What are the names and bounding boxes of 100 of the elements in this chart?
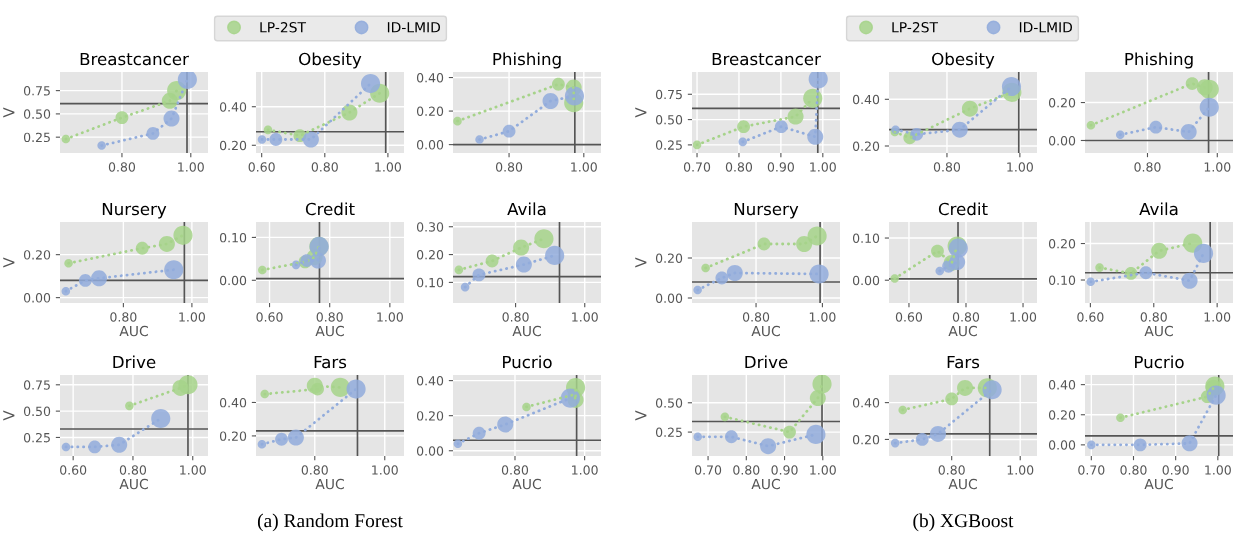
x-tick-label: 0.90 [1162,465,1189,475]
legend-label: ID-LMID [1019,22,1073,33]
y-tick-label: 0.10 [416,277,444,288]
y-axis-title: V [3,410,15,421]
y-axis-title: V [635,107,647,118]
y-tick-label: 0.20 [219,431,247,441]
chart-title: Avila [507,202,546,216]
chart-title: Pucrio [1135,355,1184,369]
y-tick-label: 0.10 [1048,275,1076,285]
y-tick-label: 0.50 [23,109,51,119]
x-tick-label: 1.00 [180,465,206,475]
y-tick-label: 0.00 [416,446,444,456]
x-tick-label: 1.00 [1007,162,1033,172]
y-tick-label: 0.00 [655,293,683,303]
y-tick-label: 0.10 [852,233,880,243]
y-axis-title: V [635,410,647,421]
legend-label: LP-2ST [892,22,939,33]
x-tick-label: 1.00 [179,312,205,322]
x-tick-label: 1.00 [809,312,836,322]
x-tick-label: 0.80 [1120,465,1147,475]
y-tick-label: 0.20 [219,140,247,151]
y-tick-label: 0.20 [416,106,444,116]
x-tick-label: 1.00 [572,465,598,475]
y-tick-label: 0.20 [852,141,880,151]
x-tick-label: 0.80 [742,312,770,322]
x-tick-label: 0.90 [771,465,798,475]
x-tick-label: 1.00 [178,162,204,172]
y-tick-label: 0.20 [655,253,683,263]
y-axis-title: V [3,257,15,268]
x-axis-title: AUC [751,325,780,337]
y-tick-label: 0.40 [219,397,247,408]
legend-label: ID-LMID [387,22,441,33]
y-tick-label: 0.75 [23,380,50,390]
x-tick-label: 0.60 [895,312,923,322]
y-tick-label: 0.00 [1048,135,1076,146]
x-tick-label: 1.00 [372,465,398,475]
chart-title: Credit [938,202,988,216]
x-tick-label: 0.80 [933,162,961,172]
chart-title: Drive [745,355,788,369]
y-tick-label: 0.00 [1048,440,1076,450]
y-tick-label: 0.40 [1048,380,1076,390]
y-tick-label: 0.50 [23,406,51,417]
y-axis-title: V [635,257,647,268]
x-tick-label: 1.00 [1010,312,1037,322]
y-tick-label: 0.20 [416,411,444,421]
x-tick-label: 0.80 [1140,312,1167,322]
x-tick-label: 0.80 [108,162,136,172]
chart-title: Credit [305,202,355,216]
chart-title: Breastcancer [712,52,821,66]
y-tick-label: 0.25 [655,140,682,150]
x-tick-label: 0.80 [502,312,529,322]
chart-title: Drive [113,355,156,369]
y-tick-label: 0.20 [1048,98,1076,108]
chart-title: Nursery [734,202,799,219]
x-axis-title: AUC [512,325,541,337]
chart-title: Breastcancer [80,52,189,66]
y-tick-label: 0.40 [219,102,247,112]
x-tick-label: 0.80 [733,465,760,475]
x-tick-label: 0.80 [301,465,328,475]
y-tick-label: 0.20 [852,434,880,445]
x-tick-label: 0.80 [952,312,980,322]
y-tick-label: 0.75 [23,86,50,96]
x-tick-label: 0.60 [60,465,87,475]
x-axis-title: AUC [119,478,148,490]
x-tick-label: 1.00 [810,465,836,475]
y-axis-title: V [3,107,15,118]
x-axis-title: AUC [751,478,780,490]
x-tick-label: 0.80 [938,465,965,475]
x-tick-label: 0.80 [311,162,338,172]
x-tick-label: 0.80 [110,312,137,322]
x-tick-label: 0.90 [767,162,794,172]
x-tick-label: 1.00 [1204,162,1231,172]
x-axis-title: AUC [315,325,344,337]
y-tick-label: 0.20 [1048,239,1076,249]
chart-title: Fars [314,355,347,369]
x-tick-label: 1.00 [1205,465,1231,475]
x-tick-label: 0.70 [694,465,722,475]
x-tick-label: 0.60 [256,312,283,322]
x-axis-title: AUC [1144,478,1173,490]
y-tick-label: 0.00 [852,275,880,286]
x-tick-label: 0.60 [1077,312,1104,322]
x-tick-label: 1.00 [1007,465,1034,475]
y-tick-label: 0.00 [416,140,444,150]
x-tick-label: 1.00 [572,312,598,322]
y-tick-label: 0.00 [219,275,247,286]
y-tick-label: 0.50 [655,398,683,408]
chart-title: Avila [1139,202,1178,216]
x-axis-title: AUC [948,478,977,490]
y-tick-label: 0.25 [655,427,682,438]
chart-title: Obesity [299,52,362,69]
chart-title: Obesity [932,52,995,69]
chart-title: Fars [947,355,980,369]
y-tick-label: 0.10 [219,232,247,243]
x-tick-label: 1.00 [375,162,401,172]
x-tick-label: 0.60 [248,162,275,172]
x-axis-title: AUC [315,478,344,490]
chart-title: Phishing [1125,52,1193,69]
x-tick-label: 0.80 [725,162,753,172]
x-tick-label: 0.80 [501,465,529,475]
y-tick-label: 0.00 [23,293,51,303]
